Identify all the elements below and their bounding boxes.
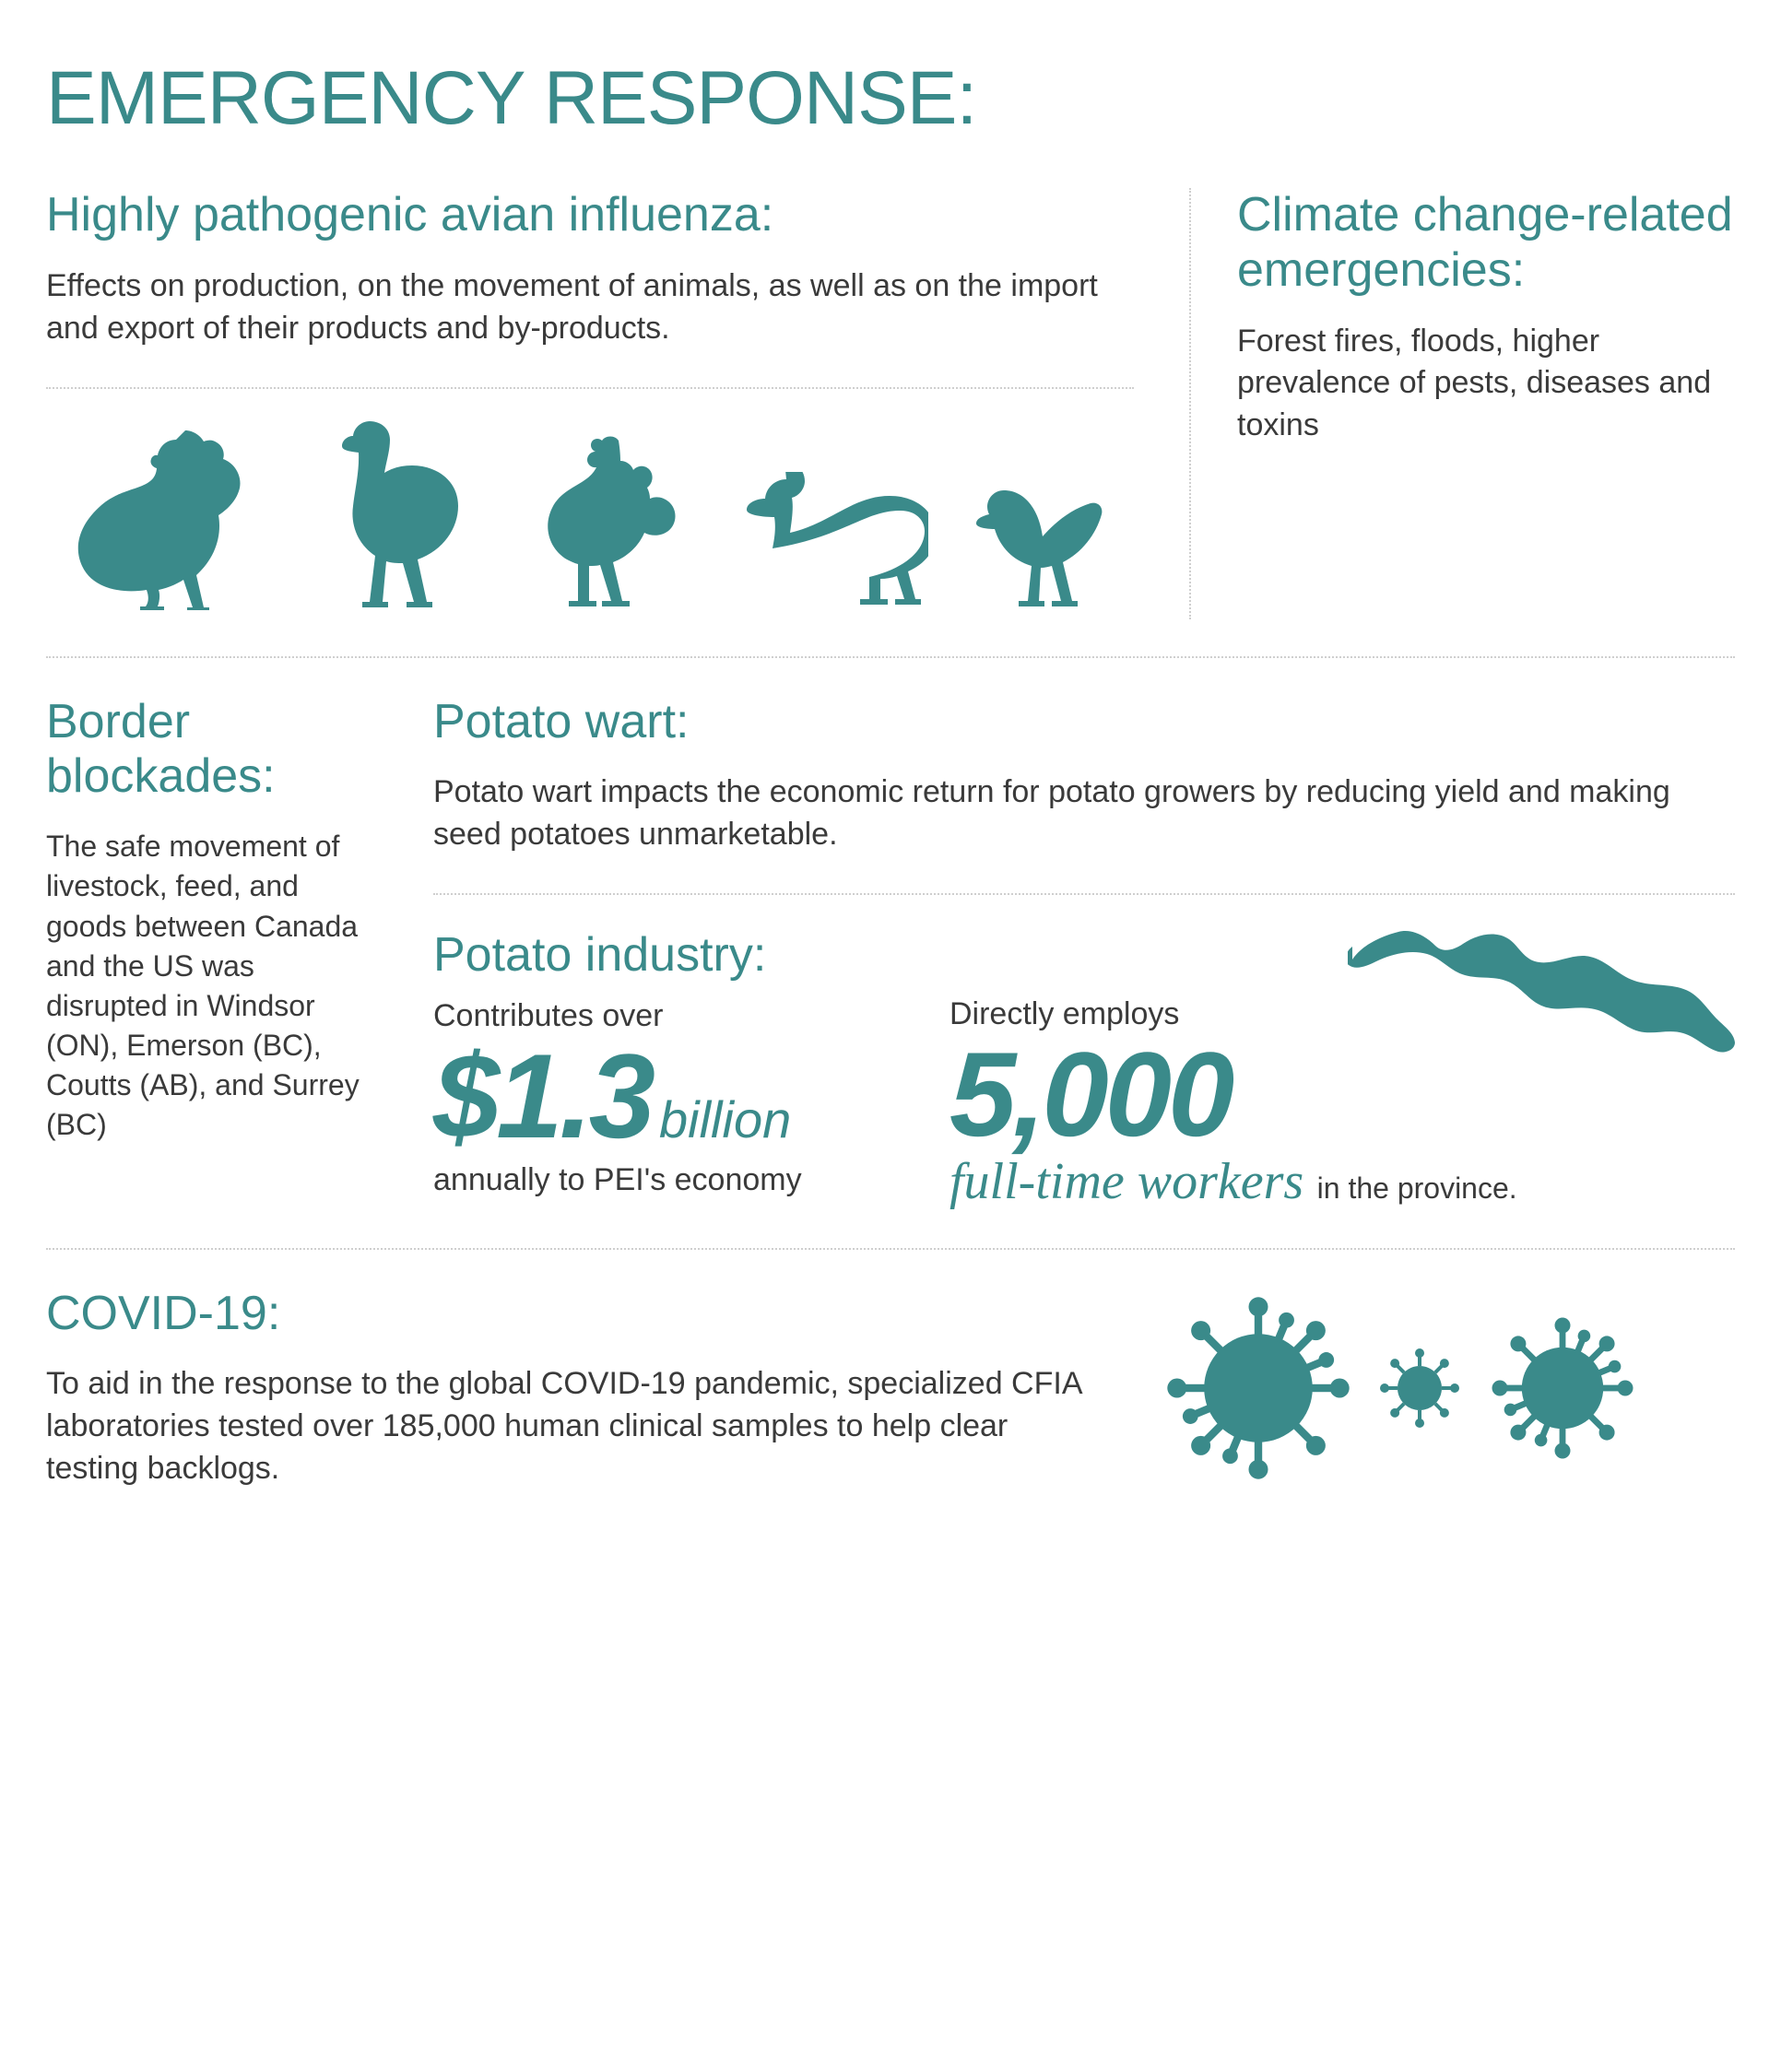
amount-unit: billion [659, 1090, 791, 1148]
virus-icon [1374, 1342, 1466, 1434]
avian-body: Effects on production, on the movement o… [46, 265, 1134, 350]
avian-section: Highly pathogenic avian influenza: Effec… [46, 188, 1134, 619]
goose-icon [316, 417, 482, 610]
covid-body: To aid in the response to the global COV… [46, 1363, 1106, 1490]
covid-heading: COVID-19: [46, 1287, 1106, 1342]
pigeon-icon [976, 481, 1115, 610]
virus-icon [1162, 1291, 1355, 1485]
pei-map-icon [1348, 904, 1735, 1079]
potato-employs-block: Directly employs 5,000 full-time workers… [949, 928, 1735, 1211]
amount-caption: annually to PEI's economy [433, 1162, 913, 1198]
potato-sections: Potato wart: Potato wart impacts the eco… [433, 695, 1735, 1211]
contributes-amount: $1.3billion [433, 1040, 913, 1154]
workers-suffix: in the province. [1317, 1171, 1517, 1205]
potato-wart-heading: Potato wart: [433, 695, 1735, 750]
divider [46, 656, 1735, 658]
border-section: Border blockades: The safe movement of l… [46, 695, 378, 1211]
virus-icon [1484, 1310, 1641, 1466]
avian-heading: Highly pathogenic avian influenza: [46, 188, 1134, 243]
workers-line: full-time workers [949, 1153, 1303, 1210]
duck-icon [744, 472, 928, 610]
virus-icons-row [1162, 1291, 1735, 1485]
border-body: The safe movement of livestock, feed, an… [46, 827, 378, 1146]
bird-icons-row [46, 389, 1134, 619]
potato-contributes-block: Potato industry: Contributes over $1.3bi… [433, 928, 913, 1211]
covid-section: COVID-19: To aid in the response to the … [46, 1287, 1106, 1490]
row-covid: COVID-19: To aid in the response to the … [46, 1287, 1735, 1490]
potato-industry-section: Potato industry: Contributes over $1.3bi… [433, 895, 1735, 1211]
turkey-icon [65, 426, 268, 610]
workers-caption: full-time workers in the province. [949, 1152, 1735, 1211]
row-border-potato: Border blockades: The safe movement of l… [46, 695, 1735, 1211]
page-title: EMERGENCY RESPONSE: [46, 55, 1735, 142]
divider [46, 1248, 1735, 1250]
border-heading: Border blockades: [46, 695, 378, 806]
chicken-icon [530, 435, 696, 610]
climate-section: Climate change-related emergencies: Fore… [1189, 188, 1735, 619]
climate-heading: Climate change-related emergencies: [1237, 188, 1735, 299]
potato-wart-body: Potato wart impacts the economic return … [433, 771, 1735, 856]
row-avian-climate: Highly pathogenic avian influenza: Effec… [46, 188, 1735, 619]
amount-value: $1.3 [433, 1029, 652, 1163]
potato-industry-heading: Potato industry: [433, 928, 913, 983]
climate-body: Forest fires, floods, higher prevalence … [1237, 321, 1735, 448]
